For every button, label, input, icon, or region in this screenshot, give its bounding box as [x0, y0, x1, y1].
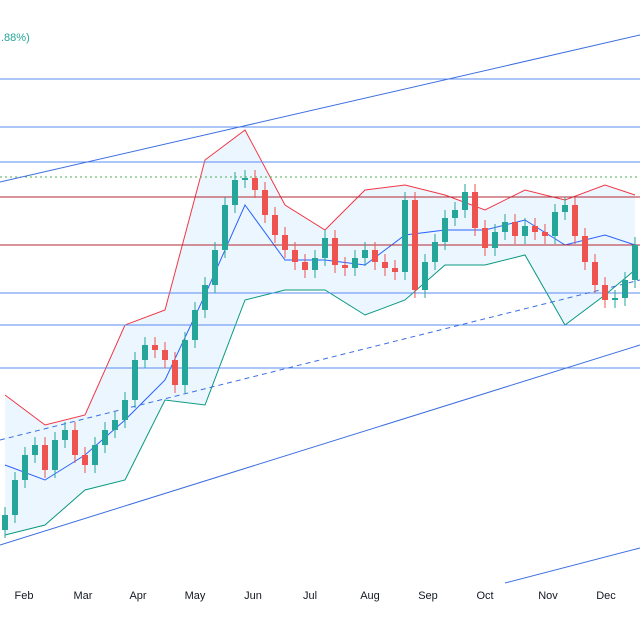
x-tick-label: Apr [129, 590, 146, 602]
candle-body [222, 205, 228, 250]
candle-body [612, 298, 618, 300]
candle-body [62, 430, 68, 440]
candle-body [432, 242, 438, 262]
candle-body [502, 222, 508, 232]
trend-line [0, 279, 640, 441]
candle-body [622, 280, 628, 298]
trend-line [0, 34, 640, 183]
candle-body [282, 235, 288, 250]
candle-body [122, 400, 128, 420]
candle-body [482, 228, 488, 248]
candle-body [182, 340, 188, 385]
candle-body [532, 226, 538, 232]
x-tick-label: Dec [596, 590, 616, 602]
candle-body [52, 440, 58, 470]
trend-line [0, 344, 640, 546]
candle-body [472, 192, 478, 228]
candle-body [22, 455, 28, 480]
band-fill [5, 130, 635, 535]
candle-body [342, 265, 348, 268]
candle-body [12, 480, 18, 515]
candle-body [442, 218, 448, 242]
x-tick-label: Feb [15, 590, 34, 602]
x-tick-label: May [185, 590, 206, 602]
candle-body [582, 236, 588, 262]
candle-body [572, 205, 578, 236]
candle-body [382, 262, 388, 268]
candle-body [452, 210, 458, 218]
candle-body [262, 190, 268, 215]
candle-body [192, 310, 198, 340]
candle-body [152, 345, 158, 350]
candle-body [632, 245, 638, 280]
band-lower [4, 254, 636, 536]
candle-body [592, 262, 598, 285]
candle-body [92, 445, 98, 465]
change-annotation: .88%) [1, 32, 30, 44]
x-tick-label: Jul [303, 590, 317, 602]
candle-body [522, 226, 528, 236]
candle-body [332, 238, 338, 265]
x-tick-label: Mar [74, 590, 93, 602]
candle-body [602, 285, 608, 300]
candle-body [232, 180, 238, 205]
candle-body [392, 268, 398, 272]
candle-body [352, 258, 358, 268]
candle-body [292, 250, 298, 262]
candle-body [72, 430, 78, 455]
candle-body [212, 250, 218, 285]
candle-body [372, 250, 378, 262]
candle-body [82, 455, 88, 465]
candle-body [312, 258, 318, 270]
candle-body [562, 205, 568, 212]
candle-body [202, 285, 208, 310]
candle-body [172, 360, 178, 385]
candle-body [142, 345, 148, 360]
candle-body [272, 215, 278, 235]
x-tick-label: Jun [244, 590, 262, 602]
candle-body [112, 420, 118, 430]
candle-body [132, 360, 138, 400]
candle-body [2, 515, 8, 530]
candle-body [362, 250, 368, 258]
candle-body [552, 212, 558, 236]
candle-body [162, 350, 168, 360]
candle-body [42, 445, 48, 470]
candle-body [542, 232, 548, 236]
candle-body [252, 178, 258, 190]
candle-body [102, 430, 108, 445]
candle-body [32, 445, 38, 455]
candle-body [302, 262, 308, 270]
candle-body [512, 222, 518, 236]
candle-body [402, 200, 408, 272]
x-tick-label: Sep [418, 590, 438, 602]
candle-body [492, 232, 498, 248]
candle-body [412, 200, 418, 290]
candle-body [322, 238, 328, 258]
candle-body [242, 178, 248, 180]
trend-line [504, 547, 640, 584]
x-tick-label: Oct [476, 590, 493, 602]
x-tick-label: Nov [538, 590, 558, 602]
x-tick-label: Aug [360, 590, 380, 602]
candle-body [462, 192, 468, 210]
candle-body [422, 262, 428, 290]
